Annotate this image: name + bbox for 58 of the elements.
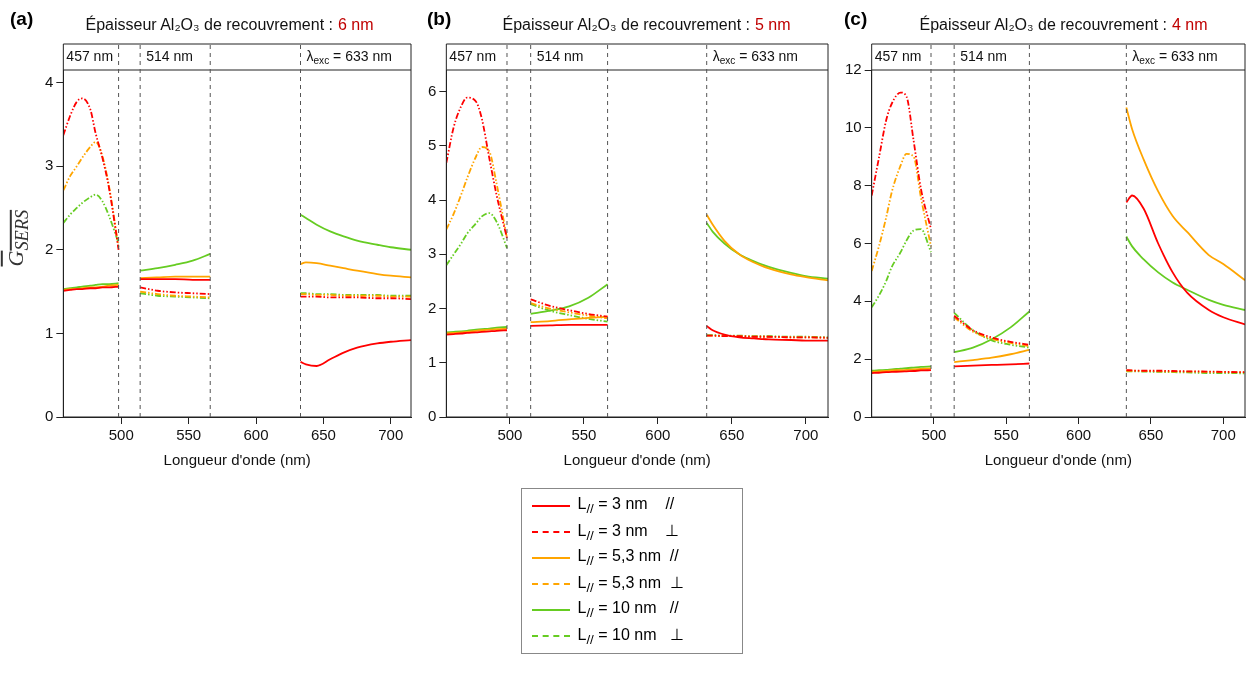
chart-title: Épaisseur Al₂O₃ de recouvrement : <box>919 16 1167 34</box>
legend-label: L$_{//}$ = 5,3 nm // <box>577 547 679 569</box>
y-tick-label: 4 <box>853 291 862 309</box>
y-tick-label: 10 <box>845 117 862 135</box>
legend-label: L$_{//}$ = 10 nm ⊥ <box>577 624 684 648</box>
y-tick-label: 1 <box>45 323 54 341</box>
x-tick-label: 650 <box>1138 426 1164 444</box>
x-tick-label: 700 <box>793 426 819 444</box>
chart-title: Épaisseur Al₂O₃ de recouvrement : <box>502 16 750 34</box>
text: 457 nm <box>449 47 497 64</box>
text: 457 nm <box>874 47 922 64</box>
x-axis-title: Longueur d'onde (nm) <box>984 451 1132 469</box>
x-tick-label: 500 <box>921 426 947 444</box>
chart-subtitle: 5 nm <box>754 16 791 34</box>
text: (b) <box>427 8 452 30</box>
chart-subtitle: 4 nm <box>1171 16 1208 34</box>
y-tick-label: 2 <box>428 298 437 316</box>
x-tick-label: 500 <box>497 426 523 444</box>
y-tick-label: 2 <box>45 239 54 257</box>
x-tick-label: 550 <box>176 426 202 444</box>
y-tick-label: 2 <box>853 349 862 367</box>
y-tick-label: 3 <box>45 156 54 174</box>
x-tick-label: 600 <box>243 426 269 444</box>
text: 457 nm <box>66 47 114 64</box>
legend-label: L$_{//}$ = 3 nm // <box>577 495 675 517</box>
legend-label: L$_{//}$ = 3 nm ⊥ <box>577 520 680 544</box>
x-tick-label: 650 <box>310 426 336 444</box>
ref-line-label: 514 nm <box>146 47 193 64</box>
chart-title: Épaisseur Al₂O₃ de recouvrement : <box>85 16 333 34</box>
text: (c) <box>844 8 868 30</box>
y-tick-label: 12 <box>845 60 862 78</box>
x-tick-label: 550 <box>571 426 597 444</box>
y-tick-label: 0 <box>428 407 437 425</box>
y-tick-label: 3 <box>428 244 437 262</box>
y-tick-label: 0 <box>853 407 862 425</box>
ref-line-label: 514 nm <box>536 47 584 64</box>
text: (a) <box>10 8 34 30</box>
x-axis-title: Longueur d'onde (nm) <box>163 451 311 469</box>
y-tick-label: 8 <box>853 175 862 193</box>
y-tick-label: 4 <box>45 72 54 90</box>
y-tick-label: 0 <box>45 407 54 425</box>
y-tick-label: 6 <box>428 81 437 99</box>
legend-label: L$_{//}$ = 5,3 nm ⊥ <box>577 572 684 596</box>
x-tick-label: 600 <box>645 426 671 444</box>
x-tick-label: 700 <box>378 426 404 444</box>
x-axis-title: Longueur d'onde (nm) <box>563 451 711 469</box>
y-tick-label: 6 <box>853 233 862 251</box>
ref-line-label: 514 nm <box>960 47 1007 64</box>
chart-subtitle: 6 nm <box>337 16 374 34</box>
x-tick-label: 550 <box>993 426 1019 444</box>
x-tick-label: 500 <box>108 426 134 444</box>
x-tick-label: 700 <box>1210 426 1236 444</box>
x-tick-label: 650 <box>719 426 745 444</box>
y-tick-label: 1 <box>428 352 437 370</box>
y-tick-label: 5 <box>428 136 437 154</box>
x-tick-label: 600 <box>1066 426 1092 444</box>
legend-label: L$_{//}$ = 10 nm // <box>577 599 679 621</box>
y-tick-label: 4 <box>428 190 437 208</box>
